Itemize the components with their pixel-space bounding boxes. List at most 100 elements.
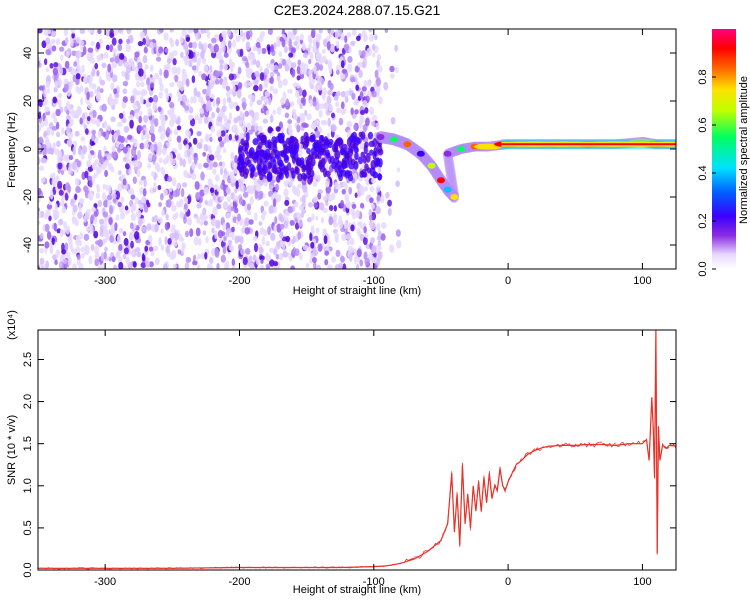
spectrogram-noise-blob <box>346 63 353 73</box>
spectrogram-noise-blob <box>61 242 65 252</box>
spectrogram-noise-blob <box>326 95 332 105</box>
spectrogram-noise-blob <box>272 191 278 199</box>
spectrogram-noise-blob <box>111 256 116 263</box>
spectrogram-noise-blob <box>94 62 99 70</box>
spectrogram-noise-blob <box>117 29 123 33</box>
spectrogram-noise-blob <box>312 249 319 257</box>
snr-series-noise <box>502 484 506 493</box>
spectrogram-noise-blob <box>167 63 171 73</box>
spectrogram-noise-blob <box>193 156 198 165</box>
spectrogram-noise-blob <box>267 46 271 55</box>
spectrogram-noise-blob <box>84 87 89 93</box>
spectrogram-noise-blob <box>167 238 172 245</box>
spectrogram-noise-blob <box>123 237 129 247</box>
spectrogram-noise-blob <box>366 47 372 57</box>
spectrogram-noise-blob <box>281 58 287 66</box>
spectrogram-noise-blob <box>121 70 126 77</box>
spectrogram-noise-blob <box>104 246 109 252</box>
spectrogram-noise-blob <box>141 196 146 204</box>
spectrogram-noise-blob <box>160 123 166 132</box>
spectrogram-noise-blob <box>241 56 248 62</box>
spectrogram-noise-blob <box>145 133 150 140</box>
spectrogram-noise-blob <box>201 57 207 65</box>
spectrogram-noise-blob <box>179 198 184 208</box>
spectrogram-noise-blob <box>102 131 106 138</box>
spectrogram-band-blob <box>351 135 358 144</box>
spectrogram-noise-blob <box>350 76 356 83</box>
spectrogram-noise-blob <box>317 243 323 252</box>
spectrogram-noise-blob <box>394 44 399 52</box>
spectrogram-noise-blob <box>370 177 376 184</box>
spectrogram-noise-blob <box>262 118 269 124</box>
spectrogram-noise-blob <box>270 232 276 241</box>
spectrogram-band-blob <box>320 134 325 142</box>
spectrogram-noise-blob <box>169 29 174 33</box>
spectrogram-noise-blob <box>162 189 168 196</box>
spectrogram-noise-blob <box>243 81 248 88</box>
spectrogram-noise-blob <box>42 147 47 156</box>
spectrogram-band-blob <box>301 164 307 173</box>
spectrogram-noise-blob <box>57 162 63 170</box>
spectrogram-noise-blob <box>166 58 172 65</box>
snr-series-noise <box>507 475 513 481</box>
spectrogram-noise-blob <box>267 96 272 106</box>
spectrogram-noise-blob <box>170 224 176 234</box>
spectrogram-noise-blob <box>105 44 110 51</box>
spectrogram-noise-blob <box>80 97 84 106</box>
spectrogram-ridge-halo <box>446 173 457 186</box>
spectrogram-noise-blob <box>196 142 203 149</box>
spectrogram-noise-blob <box>242 256 248 266</box>
spectrogram-noise-blob <box>351 203 357 210</box>
spectrogram-noise-blob <box>78 50 82 58</box>
spectrogram-noise-blob <box>363 226 367 234</box>
spectrogram-noise-blob <box>93 202 98 209</box>
spectrogram-noise-blob <box>315 215 319 221</box>
spectrogram-noise-blob <box>324 102 330 111</box>
snr-series-noise <box>497 467 501 488</box>
spectrogram-noise-blob <box>225 90 231 98</box>
spectrogram-band-blob <box>364 141 369 148</box>
spectrogram-noise-blob <box>396 239 402 249</box>
spectrogram-noise-blob <box>152 94 159 104</box>
spectrogram-noise-blob <box>205 236 209 244</box>
spectrogram-noise-blob <box>181 246 185 255</box>
spectrogram-noise-blob <box>109 234 115 244</box>
spectrogram-noise-blob <box>139 31 145 37</box>
spectrogram-noise-blob <box>158 46 164 54</box>
spectrogram-noise-blob <box>233 29 239 35</box>
spectrogram-noise-blob <box>92 173 98 179</box>
spectrogram-noise-blob <box>267 226 271 236</box>
spectrogram-noise-blob <box>97 200 103 208</box>
spectrogram-noise-blob <box>214 247 219 257</box>
spectrogram-noise-blob <box>204 251 208 260</box>
spectrogram-noise-blob <box>140 133 145 141</box>
spectrogram-noise-blob <box>359 109 366 115</box>
spectrogram-noise-blob <box>178 141 183 151</box>
spectrogram-noise-blob <box>232 84 236 93</box>
spectrogram-noise-blob <box>253 79 259 86</box>
spectrogram-noise-blob <box>253 171 258 178</box>
spectrogram-noise-blob <box>296 65 301 75</box>
spectrogram-noise-blob <box>193 29 199 34</box>
spectrogram-noise-blob <box>93 230 99 239</box>
spectrogram-noise-blob <box>285 235 291 243</box>
spectrogram-noise-blob <box>209 264 214 269</box>
spectrogram-noise-blob <box>296 124 301 133</box>
spectrogram-noise-blob <box>239 48 244 57</box>
spectrogram-noise-blob <box>157 141 163 150</box>
spectrogram-noise-blob <box>305 262 310 269</box>
spectrogram-band-blob <box>377 158 383 168</box>
spectrogram-noise-blob <box>326 234 331 242</box>
spectrogram-noise-blob <box>43 29 49 36</box>
spectrogram-noise-blob <box>77 87 82 95</box>
spectrogram-noise-blob <box>227 29 232 37</box>
spectrogram-noise-blob <box>110 166 115 173</box>
spectrogram-noise-blob <box>143 142 149 150</box>
spectrogram-noise-blob <box>126 65 132 74</box>
spectrogram-noise-blob <box>198 41 202 50</box>
spectrogram-noise-blob <box>49 173 55 179</box>
spectrogram-noise-blob <box>197 253 202 260</box>
spectrogram-noise-blob <box>215 219 221 229</box>
spectrogram-noise-blob <box>283 220 289 229</box>
spectrogram-noise-blob <box>378 230 382 237</box>
